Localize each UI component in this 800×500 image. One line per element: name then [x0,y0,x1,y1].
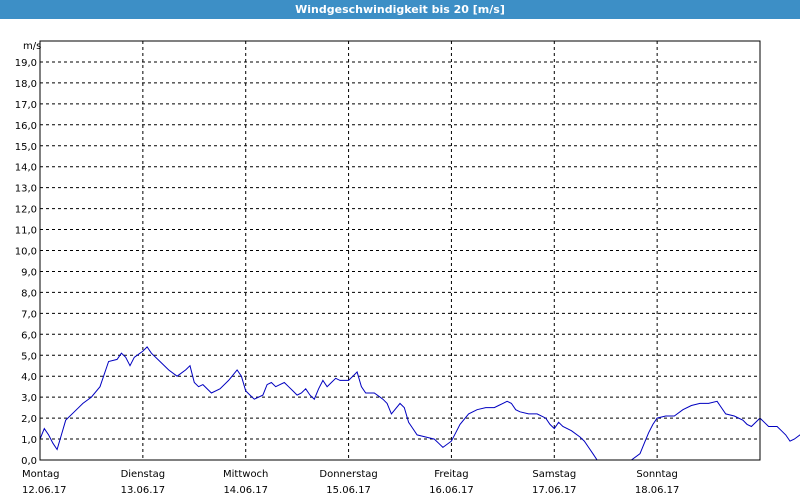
x-tick-day: Montag [22,469,59,480]
y-tick-label: 10,0 [15,247,37,258]
x-tick-day: Dienstag [121,469,166,480]
wind-speed-series [39,346,800,461]
x-tick-labels: Montag 12.06.17 Dienstag 13.06.17 Mittwoch 14… [22,469,679,496]
x-tick-date: 13.06.17 [121,485,166,496]
x-tick-day: Sonntag [636,469,678,480]
y-tick-label: 19,0 [15,58,37,69]
y-tick-label: 9,0 [21,267,37,278]
y-tick-label: 14,0 [15,163,37,174]
y-tick-label: 6,0 [21,330,37,341]
y-tick-label: 12,0 [15,205,37,216]
y-tick-label: 3,0 [21,393,37,404]
y-tick-label: 17,0 [15,100,37,111]
y-tick-label: 13,0 [15,184,37,195]
plot-frame [39,40,761,461]
y-tick-label: 16,0 [15,121,37,132]
x-tick-day: Donnerstag [319,469,377,480]
y-tick-label: 5,0 [21,351,37,362]
y-tick-label: 11,0 [15,226,37,237]
y-tick-label: 4,0 [21,372,37,383]
x-tick-date: 16.06.17 [429,485,474,496]
y-tick-label: 18,0 [15,79,37,90]
x-tick-date: 18.06.17 [635,485,680,496]
y-unit-label: m/s [23,41,41,52]
y-tick-label: 0,0 [21,456,37,467]
y-tick-label: 7,0 [21,309,37,320]
x-tick-day: Mittwoch [223,469,268,480]
y-tick-label: 15,0 [15,142,37,153]
y-tick-labels: 0,0 1,0 2,0 3,0 4,0 5,0 6,0 7,0 8,0 9,0 10,0 11,0 12… [15,58,37,467]
x-tick-day: Samstag [532,469,576,480]
x-tick-date: 14.06.17 [223,485,268,496]
y-tick-label: 1,0 [21,435,37,446]
x-tick-date: 12.06.17 [22,485,67,496]
grid [40,41,760,460]
x-tick-date: 15.06.17 [326,485,371,496]
x-tick-day: Freitag [434,469,468,480]
y-tick-label: 8,0 [21,288,37,299]
chart-title: Windgeschwindigkeit bis 20 [m/s] [0,0,800,19]
y-tick-label: 2,0 [21,414,37,425]
x-tick-date: 17.06.17 [532,485,577,496]
